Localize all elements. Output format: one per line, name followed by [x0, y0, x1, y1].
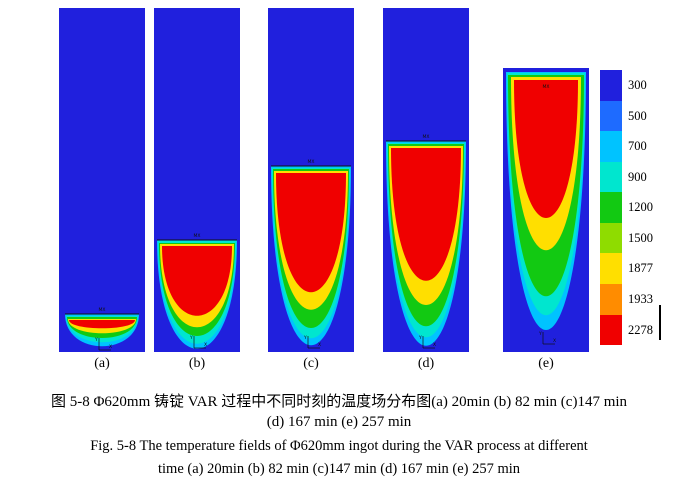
max-marker-label: MX	[423, 134, 430, 140]
max-marker-label: MX	[308, 159, 315, 165]
legend-row: 2278	[600, 314, 653, 346]
legend-row: 1877	[600, 253, 653, 284]
contour-plot-b: MX Y X	[154, 8, 240, 352]
caption-chinese-line1: 图 5-8 Φ620mm 铸锭 VAR 过程中不同时刻的温度场分布图(a) 20…	[50, 394, 628, 410]
panel-label-c: (c)	[303, 356, 319, 371]
legend-row: 700	[600, 131, 653, 162]
panel-label-b: (b)	[188, 356, 206, 371]
svg-text:Y: Y	[303, 335, 307, 341]
legend-swatch	[600, 161, 622, 193]
legend-row: 1933	[600, 283, 653, 315]
max-marker-label: MX	[194, 233, 201, 239]
svg-text:Y: Y	[189, 335, 193, 341]
legend-value: 1200	[628, 200, 653, 215]
legend-value: 700	[628, 139, 647, 154]
legend-swatch	[600, 100, 622, 132]
contour-plot-c: MX Y X	[268, 8, 354, 352]
text-cursor-artifact	[659, 305, 661, 340]
axis-triad-icon: Y X	[538, 331, 556, 345]
contour-panel-c: MX Y X	[268, 8, 354, 352]
legend-value: 2278	[628, 322, 653, 337]
panel-label-d: (d)	[417, 356, 435, 371]
axis-triad-icon: Y X	[303, 335, 321, 349]
legend-swatch	[600, 314, 622, 346]
max-marker-label: MX	[99, 307, 106, 313]
legend-value: 1500	[628, 230, 653, 245]
panel-label-e: (e)	[538, 356, 554, 371]
axis-triad-icon: Y X	[189, 335, 207, 349]
legend-value: 300	[628, 78, 647, 93]
legend-value: 500	[628, 108, 647, 123]
axis-triad-icon: Y X	[418, 335, 436, 349]
contour-plot-e: MX Y X	[503, 68, 589, 352]
legend-row: 900	[600, 161, 653, 193]
legend-swatch	[600, 70, 622, 101]
contour-panel-a: MX Y X	[59, 8, 145, 352]
contour-panel-e: MX Y X	[503, 68, 589, 352]
caption-english-line2: time (a) 20min (b) 82 min (c)147 min (d)…	[157, 461, 521, 477]
panel-label-a: (a)	[94, 356, 110, 371]
contour-plot-a: MX Y X	[59, 8, 145, 352]
contour-panel-b: MX Y X	[154, 8, 240, 352]
svg-text:Y: Y	[538, 331, 542, 337]
svg-text:X: X	[204, 342, 207, 348]
legend-row: 300	[600, 70, 653, 101]
svg-text:Y: Y	[418, 335, 422, 341]
legend-swatch	[600, 283, 622, 315]
axis-triad-icon: Y X	[94, 337, 112, 351]
legend-value: 900	[628, 169, 647, 184]
caption-english-line1: Fig. 5-8 The temperature fields of Φ620m…	[90, 438, 588, 454]
temperature-legend: 300 500 700 900 1200 1500 1877 1933	[600, 70, 653, 346]
contour-panel-d: MX Y X	[383, 8, 469, 352]
legend-value: 1933	[628, 291, 653, 306]
svg-text:Y: Y	[94, 337, 98, 343]
svg-text:X: X	[553, 338, 556, 344]
contour-plot-d: MX Y X	[383, 8, 469, 352]
legend-swatch	[600, 192, 622, 223]
legend-swatch	[600, 253, 622, 284]
legend-row: 1200	[600, 192, 653, 223]
legend-row: 1500	[600, 222, 653, 254]
caption-chinese-line2: (d) 167 min (e) 257 min	[266, 414, 412, 430]
legend-swatch	[600, 222, 622, 254]
svg-text:X: X	[109, 344, 112, 350]
svg-text:X: X	[318, 342, 321, 348]
max-marker-label: MX	[543, 84, 550, 90]
legend-row: 500	[600, 100, 653, 132]
legend-value: 1877	[628, 261, 653, 276]
svg-text:X: X	[433, 342, 436, 348]
legend-swatch	[600, 131, 622, 162]
